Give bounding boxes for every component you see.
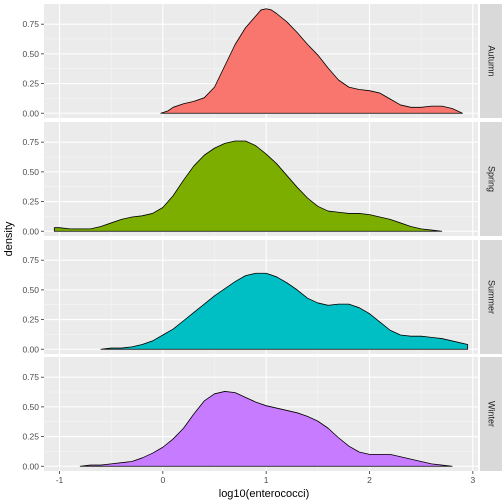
x-tick-label: 2	[367, 475, 372, 485]
y-tick-label: 0.00	[22, 461, 39, 471]
x-tick-label: -1	[56, 475, 64, 485]
facet-strip	[480, 4, 502, 118]
y-tick-label: 0.25	[22, 197, 39, 207]
y-tick-label: 0.75	[22, 372, 39, 382]
x-tick-label: 1	[264, 475, 269, 485]
facet-strip	[480, 122, 502, 236]
x-tick-label: 0	[160, 475, 165, 485]
y-tick-label: 0.00	[22, 344, 39, 354]
density-area-winter	[79, 391, 453, 467]
density-area-spring	[53, 140, 443, 232]
facet-panels: 0.00 0.25 0.50 0.75 Autumn 0.00 0.25 0.50 0.75 Sp…	[22, 4, 502, 471]
y-axis-title: density	[3, 221, 15, 256]
x-axis: -1 0 1 2 3	[56, 471, 475, 485]
facet-strip	[480, 240, 502, 354]
y-tick-label: 0.50	[22, 402, 39, 412]
density-area-autumn	[160, 8, 463, 114]
facet-strip-label: Autumn	[487, 45, 497, 76]
facet-strip-label: Summer	[487, 280, 497, 314]
facet-panel-spring: 0.00 0.25 0.50 0.75 Spring	[22, 122, 502, 236]
facet-panel-summer: 0.00 0.25 0.50 0.75 Summer	[22, 240, 502, 354]
y-tick-label: 0.50	[22, 285, 39, 295]
y-tick-label: 0.50	[22, 49, 39, 59]
y-tick-label: 0.75	[22, 137, 39, 147]
x-axis-title: log10(enterococci)	[219, 488, 310, 500]
density-area-summer	[100, 272, 469, 350]
y-tick-label: 0.00	[22, 226, 39, 236]
facet-strip-label: Spring	[487, 166, 497, 192]
x-tick-label: 3	[470, 475, 475, 485]
y-tick-label: 0.25	[22, 79, 39, 89]
y-tick-label: 0.25	[22, 432, 39, 442]
y-tick-label: 0.50	[22, 167, 39, 177]
y-tick-label: 0.25	[22, 315, 39, 325]
facet-strip-label: Winter	[487, 401, 497, 427]
facet-panel-autumn: 0.00 0.25 0.50 0.75 Autumn	[22, 4, 502, 118]
y-tick-label: 0.00	[22, 108, 39, 118]
facet-panel-winter: 0.00 0.25 0.50 0.75 Winter	[22, 357, 502, 471]
y-tick-label: 0.75	[22, 255, 39, 265]
y-tick-label: 0.75	[22, 19, 39, 29]
facet-strip	[480, 357, 502, 471]
